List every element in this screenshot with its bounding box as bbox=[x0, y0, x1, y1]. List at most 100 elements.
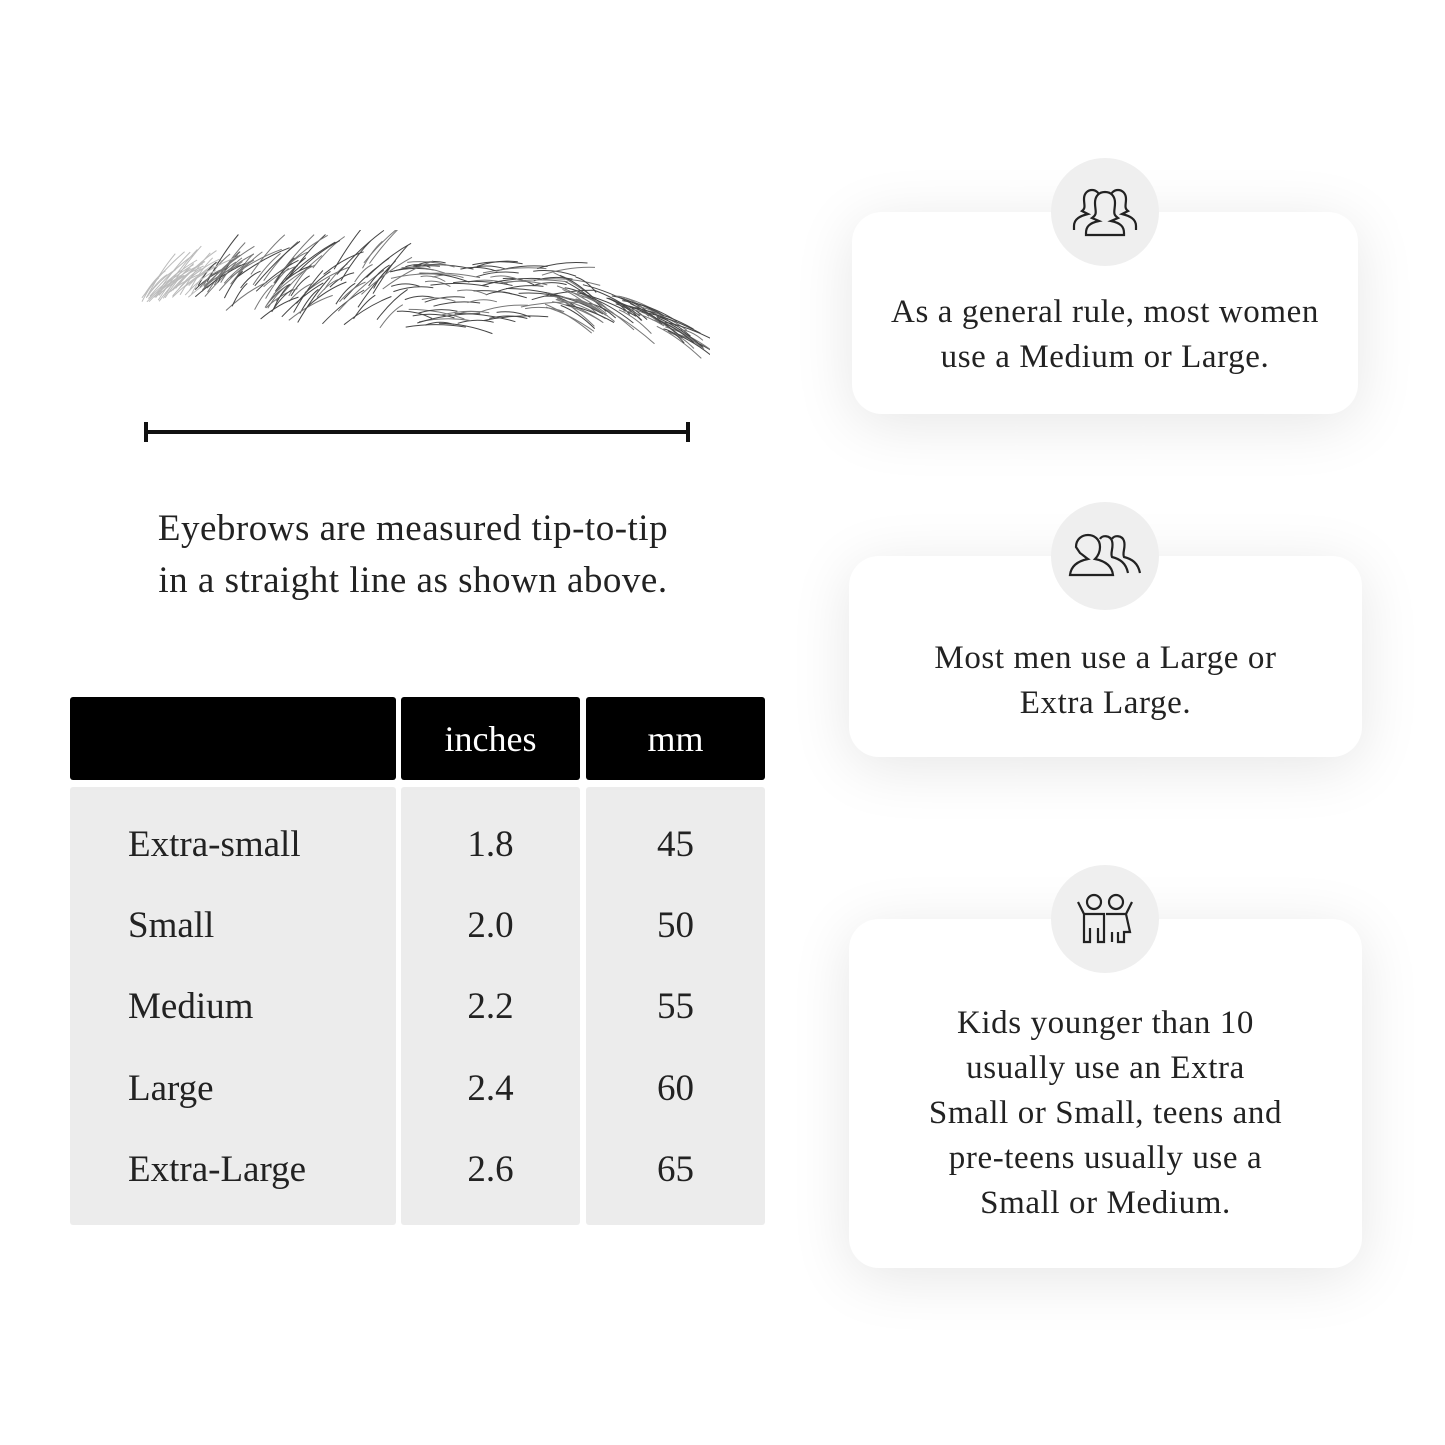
eyebrow-hair bbox=[498, 285, 544, 292]
eyebrow-hair bbox=[391, 283, 420, 287]
eyebrow-hair bbox=[582, 293, 635, 331]
eyebrow-hair bbox=[184, 256, 238, 287]
eyebrow-hair bbox=[615, 295, 643, 309]
eyebrow-hair bbox=[322, 289, 365, 325]
eyebrow-hair bbox=[537, 261, 588, 269]
eyebrow-hair bbox=[281, 282, 324, 318]
eyebrow-hair bbox=[254, 240, 301, 287]
eyebrow-hair bbox=[417, 272, 481, 279]
eyebrow-hair bbox=[293, 270, 324, 313]
eyebrow-hair bbox=[421, 297, 456, 302]
eyebrow-hair bbox=[179, 252, 211, 296]
table-cell-inches: 2.2 bbox=[467, 986, 514, 1027]
women-group-icon bbox=[1051, 158, 1159, 266]
eyebrow-hair bbox=[220, 257, 243, 283]
table-column-mm bbox=[586, 787, 765, 1225]
eyebrow-hair bbox=[531, 289, 596, 301]
eyebrow-hair bbox=[273, 264, 316, 295]
eyebrow-hair bbox=[401, 266, 446, 274]
card-text-line: Small or Small, teens and bbox=[928, 1095, 1283, 1131]
eyebrow-hair bbox=[615, 303, 642, 321]
eyebrow-hair bbox=[630, 309, 660, 323]
card-text-line: Kids younger than 10 bbox=[956, 1005, 1255, 1041]
kids-icon bbox=[1051, 865, 1159, 973]
eyebrow-hair bbox=[577, 292, 637, 317]
table-cell-mm: 60 bbox=[657, 1068, 694, 1109]
eyebrow-hair bbox=[541, 266, 596, 276]
eyebrow-hair bbox=[472, 261, 523, 266]
eyebrow-hair bbox=[343, 296, 392, 326]
eyebrow-hair bbox=[204, 261, 243, 297]
eyebrow-hair bbox=[184, 269, 216, 296]
eyebrow-hair bbox=[391, 265, 440, 273]
table-cell-inches: 1.8 bbox=[467, 824, 514, 865]
eyebrow-hair bbox=[372, 244, 409, 294]
eyebrow-hair bbox=[263, 241, 299, 281]
eyebrow-hair bbox=[223, 259, 254, 284]
eyebrow-hair bbox=[408, 308, 465, 320]
eyebrow-hair bbox=[223, 270, 244, 299]
eyebrow-hair bbox=[368, 264, 390, 287]
eyebrow-hair bbox=[460, 266, 496, 272]
eyebrow-hair bbox=[297, 277, 331, 323]
eyebrow-hair bbox=[285, 241, 336, 280]
eyebrow-hair bbox=[231, 283, 248, 307]
table-column-inches bbox=[401, 787, 580, 1225]
eyebrow-hair bbox=[656, 325, 702, 359]
eyebrow-hair bbox=[361, 256, 413, 295]
eyebrow-hair bbox=[373, 268, 390, 289]
eyebrow-hair bbox=[194, 262, 246, 298]
eyebrow-hair bbox=[336, 230, 385, 275]
table-header-inches: inches bbox=[401, 697, 580, 780]
table-cell-size: Large bbox=[128, 1068, 214, 1109]
eyebrow-hair bbox=[250, 234, 286, 275]
card-text-line: Extra Large. bbox=[1019, 685, 1192, 721]
eyebrow-hair bbox=[354, 264, 373, 283]
eyebrow-hair bbox=[234, 247, 290, 279]
eyebrow-hair bbox=[188, 257, 214, 291]
table-cell-size: Extra-Large bbox=[128, 1149, 307, 1190]
eyebrow-hair bbox=[172, 250, 217, 291]
table-cell-size: Small bbox=[128, 905, 215, 946]
eyebrow-hair bbox=[424, 280, 451, 288]
eyebrow-hair bbox=[393, 286, 434, 293]
eyebrow-hair bbox=[564, 280, 607, 312]
eyebrow-hair bbox=[404, 295, 435, 301]
card-text-line: pre-teens usually use a bbox=[948, 1140, 1263, 1176]
eyebrow-hair bbox=[339, 281, 366, 303]
eyebrow-hair bbox=[288, 282, 314, 302]
eyebrow-hair bbox=[481, 277, 541, 286]
table-cell-mm: 55 bbox=[657, 986, 694, 1027]
eyebrow-hair bbox=[418, 309, 458, 314]
eyebrow-hair bbox=[543, 278, 601, 286]
eyebrow-hair bbox=[432, 274, 464, 279]
eyebrow-hair bbox=[240, 270, 261, 289]
eyebrow-hair bbox=[544, 295, 592, 306]
table-header-size bbox=[70, 697, 396, 780]
table-column-size bbox=[70, 787, 396, 1225]
table-cell-inches: 2.4 bbox=[467, 1068, 514, 1109]
eyebrow-hair bbox=[454, 313, 516, 323]
card-text-line: As a general rule, most women bbox=[891, 294, 1319, 330]
eyebrow-hair bbox=[641, 311, 701, 334]
eyebrow-hair bbox=[556, 285, 607, 315]
eyebrow-hair bbox=[623, 310, 665, 327]
eyebrow-hair bbox=[483, 315, 549, 321]
eyebrow-hair bbox=[255, 259, 299, 292]
eyebrow-hair bbox=[482, 267, 547, 274]
card-text-line: use a Medium or Large. bbox=[940, 339, 1270, 375]
eyebrow-hair bbox=[362, 240, 383, 269]
eyebrow-hair bbox=[155, 265, 204, 297]
eyebrow-hair bbox=[501, 280, 548, 286]
eyebrow-hair bbox=[575, 276, 597, 293]
eyebrow-hair bbox=[467, 299, 498, 304]
eyebrow-hair bbox=[412, 313, 455, 319]
eyebrow-hair bbox=[587, 295, 634, 324]
eyebrow-hair bbox=[433, 301, 481, 307]
eyebrow-hair bbox=[201, 254, 241, 291]
eyebrow-hair bbox=[559, 274, 594, 299]
eyebrow-hair bbox=[430, 282, 489, 288]
eyebrow-hair bbox=[520, 301, 585, 308]
eyebrow-hair bbox=[663, 328, 685, 344]
caption-line: Eyebrows are measured tip-to-tip bbox=[157, 508, 669, 549]
